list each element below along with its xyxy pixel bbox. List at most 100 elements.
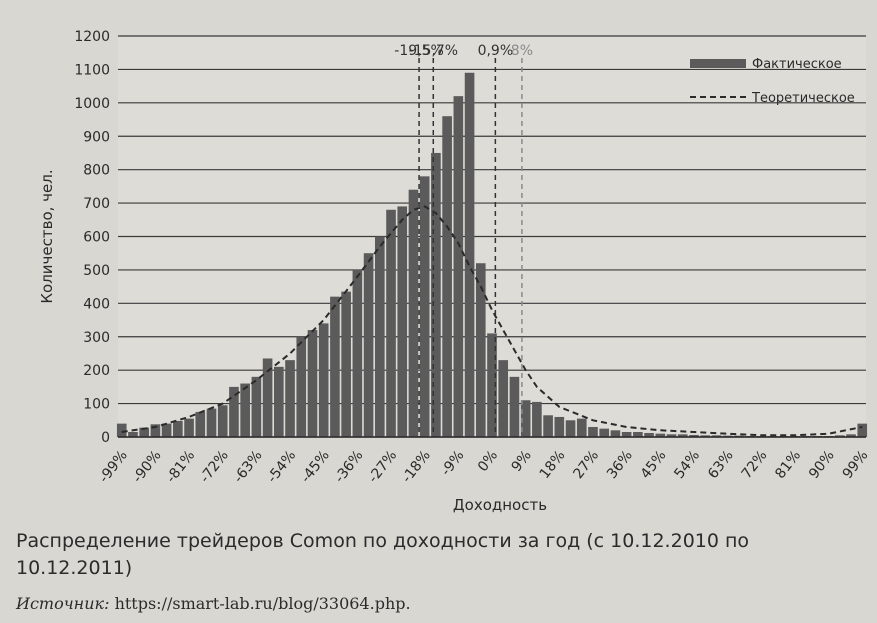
- x-tick-label: -81%: [163, 448, 198, 486]
- bar: [599, 428, 610, 437]
- x-tick-label: 81%: [772, 448, 804, 482]
- bar: [161, 423, 172, 437]
- y-tick-label: 1000: [74, 96, 110, 112]
- bar: [554, 416, 565, 437]
- bar: [408, 189, 419, 437]
- x-tick-label: -54%: [264, 448, 299, 486]
- bar: [240, 383, 250, 437]
- bar: [318, 323, 329, 437]
- bar: [655, 433, 666, 437]
- bar: [588, 426, 598, 437]
- x-tick-label: -63%: [231, 448, 266, 486]
- bars: [116, 72, 868, 438]
- bar: [610, 430, 621, 437]
- source-url: https://smart-lab.ru/blog/33064.php.: [114, 594, 411, 613]
- y-tick-label: 200: [83, 363, 110, 379]
- x-axis-title: Доходность: [453, 496, 547, 514]
- bar: [846, 434, 856, 437]
- bar: [543, 415, 553, 437]
- bar: [229, 386, 239, 437]
- x-tick-label: -72%: [197, 448, 232, 486]
- bar: [520, 400, 531, 437]
- bar: [700, 435, 710, 437]
- legend-swatch-actual: [690, 59, 746, 68]
- theoretical-curve: [121, 205, 863, 437]
- bar: [352, 269, 363, 437]
- y-tick-label: 300: [83, 330, 110, 346]
- bar: [397, 206, 408, 437]
- bar: [206, 408, 217, 437]
- y-tick-label: 0: [101, 430, 110, 446]
- bar: [217, 405, 228, 437]
- reference-label: -15,7%: [409, 43, 459, 59]
- bar: [857, 423, 868, 437]
- y-tick-label: 600: [83, 230, 110, 246]
- bar: [116, 423, 127, 437]
- reference-lines: -19,5%-15,7% 0,9%8%: [394, 43, 533, 437]
- bar: [419, 176, 430, 437]
- x-tick-label: 36%: [604, 448, 636, 482]
- x-tick-label: 45%: [638, 448, 670, 482]
- y-tick-label: 900: [83, 129, 110, 145]
- x-tick-label: 90%: [806, 448, 838, 482]
- figure-caption: Распределение трейдеров Comon по доходно…: [16, 530, 750, 579]
- x-tick-label: -45%: [298, 448, 333, 486]
- bar: [285, 360, 295, 437]
- y-tick-label: 100: [83, 397, 110, 413]
- bar: [565, 420, 576, 437]
- x-tick-label: -18%: [399, 448, 434, 486]
- x-tick-label: -99%: [96, 448, 131, 486]
- bar: [532, 401, 542, 437]
- x-tick-label: 54%: [671, 448, 703, 482]
- bar: [644, 432, 654, 437]
- x-tick-label: -36%: [332, 448, 367, 486]
- bar: [150, 424, 161, 437]
- bar: [431, 152, 441, 438]
- y-tick-label: 800: [83, 163, 110, 179]
- reference-label: -19,5%: [394, 43, 444, 59]
- bar: [442, 116, 452, 437]
- bar: [184, 418, 194, 437]
- bar: [487, 333, 497, 437]
- x-tick-label: 72%: [739, 448, 771, 482]
- bar: [262, 358, 273, 437]
- bar: [173, 420, 183, 437]
- x-tick-label: -27%: [365, 448, 400, 486]
- y-axis-title: Количество, чел.: [38, 169, 56, 303]
- bar: [296, 336, 307, 437]
- bar: [195, 411, 206, 437]
- bar: [374, 236, 385, 437]
- y-tick-label: 400: [83, 296, 110, 312]
- theoretical-curve-line: [121, 205, 863, 437]
- x-tick-label: 63%: [705, 448, 737, 482]
- bar: [128, 431, 138, 437]
- histogram-chart: -19,5%-15,7% 0,9%8% 0 100 200 300 400 500 600 70…: [38, 29, 872, 514]
- x-tick-label: 99%: [840, 448, 872, 482]
- bar: [498, 360, 509, 437]
- reference-label: 0,9%: [478, 43, 514, 59]
- bar: [139, 427, 149, 437]
- bar: [475, 263, 486, 437]
- bar: [509, 376, 520, 437]
- x-tick-label: 27%: [570, 448, 602, 482]
- bar: [386, 209, 396, 437]
- legend: Фактическое Теоретическое: [690, 57, 855, 106]
- bar: [251, 376, 262, 437]
- bar: [576, 418, 587, 437]
- bar: [453, 96, 464, 438]
- bar: [666, 434, 677, 437]
- y-tick-label: 500: [83, 263, 110, 279]
- x-tick-label: 9%: [509, 448, 535, 475]
- bar: [621, 431, 632, 437]
- y-tick-label: 700: [83, 196, 110, 212]
- x-tick-label: -90%: [130, 448, 165, 486]
- legend-label-actual: Фактическое: [752, 57, 842, 72]
- bar: [689, 434, 699, 437]
- figure-source: Источник: https://smart-lab.ru/blog/3306…: [16, 594, 411, 613]
- bar: [711, 435, 722, 437]
- bar: [307, 330, 318, 437]
- bar: [274, 366, 284, 437]
- x-tick-label: 0%: [475, 448, 501, 475]
- x-tick-label: -9%: [438, 448, 467, 479]
